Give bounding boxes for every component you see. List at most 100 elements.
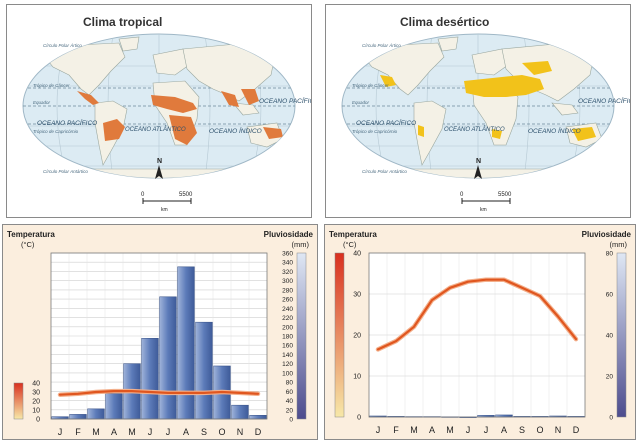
- month-tick-label: M: [128, 427, 136, 437]
- temperature-tick-label: 0: [357, 415, 361, 422]
- month-tick-label: M: [92, 427, 100, 437]
- climate-zones: [77, 89, 283, 145]
- scale-bar: 0 5500 km: [141, 192, 193, 213]
- equator-label: Equador: [352, 100, 370, 105]
- svg-text:km: km: [480, 207, 487, 213]
- climograph: 0 10 20 30 40 0 20 40 60 80 J F M A M J J A S O N D Tempera…: [329, 230, 632, 435]
- precip-bar: [195, 321, 213, 420]
- climate-chart-desert: 0 10 20 30 40 0 20 40 60 80 J F M A M J J A S O N D Tempera…: [324, 224, 636, 440]
- tropic-capricorn-label: Trópico de Capricórnio: [352, 129, 398, 134]
- precip-unit: (mm): [292, 240, 310, 249]
- precip-tick-label: 0: [609, 415, 613, 422]
- precip-ticks: 0 20 40 60 80 100 120 140 160 180 200 220 240 260 280 3…: [282, 251, 293, 424]
- ocean-label: OCEANO ÍNDICO: [209, 126, 262, 135]
- europe: [471, 48, 509, 76]
- precip-tick-label: 100: [282, 370, 293, 377]
- temperature-axis-label: Temperatura: [7, 230, 55, 239]
- precip-bar: [159, 296, 177, 420]
- temperature-tick-label: 20: [353, 333, 361, 340]
- month-tick-label: J: [376, 425, 381, 435]
- month-tick-label: A: [183, 427, 189, 437]
- antarctic-circle-label: Círculo Polar Antártico: [43, 169, 88, 174]
- ocean-label: OCEANO ATLÂNTICO: [125, 126, 186, 133]
- temperature-unit: (°C): [21, 240, 35, 249]
- precip-tick-label: 80: [286, 380, 294, 387]
- precip-tick-label: 60: [606, 292, 614, 299]
- precip-tick-label: 140: [282, 352, 293, 359]
- month-tick-label: A: [111, 427, 117, 437]
- temperature-line: [57, 388, 261, 397]
- precip-tick-label: 40: [606, 333, 614, 340]
- temperature-tick-label: 10: [32, 408, 40, 415]
- scale-bar: 0 5500 km: [460, 192, 512, 213]
- svg-text:0: 0: [141, 192, 145, 198]
- precip-tick-label: 220: [282, 315, 293, 322]
- climate-zones: [380, 61, 596, 141]
- precip-tick-label: 20: [606, 374, 614, 381]
- precip-tick-label: 40: [286, 398, 294, 405]
- precip-bar: [141, 338, 159, 420]
- precip-bar: [69, 414, 87, 420]
- precip-axis-label: Pluviosidade: [582, 230, 632, 239]
- temperature-ticks: 0 10 20 30 40: [32, 381, 40, 424]
- month-tick-label: S: [201, 427, 207, 437]
- temperature-axis-label: Temperatura: [329, 230, 377, 239]
- month-tick-label: J: [58, 427, 63, 437]
- world-map: OCEANO PACÍFICO OCEANO ATLÂNTICO OCEANO …: [341, 33, 630, 213]
- month-tick-label: M: [410, 425, 418, 435]
- tropic-cancer-label: Trópico de Câncer: [33, 83, 70, 88]
- month-tick-label: S: [519, 425, 525, 435]
- ocean-label: OCEANO PACÍFICO: [356, 118, 416, 127]
- temperature-ticks: 0 10 20 30 40: [353, 251, 361, 422]
- gridlines: [369, 252, 585, 418]
- month-tick-label: M: [446, 425, 454, 435]
- precip-axis-label: Pluviosidade: [264, 230, 314, 239]
- month-tick-label: A: [429, 425, 435, 435]
- southeast-asia: [551, 102, 579, 116]
- ocean-label: OCEANO PACÍFICO: [259, 96, 311, 105]
- month-tick-label: F: [75, 427, 81, 437]
- arctic-circle-label: Círculo Polar Ártico: [362, 42, 401, 48]
- temperature-tick-label: 30: [32, 390, 40, 397]
- temperature-tick-label: 30: [353, 292, 361, 299]
- month-tick-label: J: [466, 425, 471, 435]
- precip-tick-label: 320: [282, 269, 293, 276]
- map-panel-tropical: Clima tropical: [6, 4, 312, 218]
- precip-tick-label: 240: [282, 306, 293, 313]
- map-panel-desert: Clima desértico: [325, 4, 631, 218]
- precip-tick-label: 60: [286, 389, 294, 396]
- world-map: OCEANO PACÍFICO OCEANO ATLÂNTICO OCEANO …: [22, 33, 311, 213]
- ocean-label: OCEANO PACÍFICO: [37, 118, 97, 127]
- precip-bar: [105, 393, 123, 420]
- month-tick-label: D: [573, 425, 580, 435]
- tropic-cancer-label: Trópico de Câncer: [352, 83, 389, 88]
- precip-tick-label: 120: [282, 361, 293, 368]
- climograph: 0 10 20 30 40 0 20 40 60 80 100 120 140 160 180 200 220…: [7, 230, 314, 437]
- map-title: Clima desértico: [400, 15, 490, 29]
- month-tick-label: N: [237, 427, 244, 437]
- arctic-circle-label: Círculo Polar Ártico: [43, 42, 82, 48]
- equator-label: Equador: [33, 100, 51, 105]
- precip-bar: [249, 415, 267, 420]
- month-tick-label: A: [501, 425, 507, 435]
- svg-text:0: 0: [460, 192, 464, 198]
- south-america: [413, 100, 447, 166]
- precip-tick-label: 340: [282, 260, 293, 267]
- climate-chart-tropical: 0 10 20 30 40 0 20 40 60 80 100 120 140 160 180 200 220…: [2, 224, 318, 440]
- precip-tick-label: 360: [282, 251, 293, 258]
- precip-scale-bar: [616, 252, 627, 418]
- month-tick-label: J: [484, 425, 489, 435]
- temperature-line: [58, 390, 260, 396]
- svg-text:5500: 5500: [179, 192, 193, 198]
- precip-tick-label: 280: [282, 287, 293, 294]
- month-tick-label: J: [148, 427, 153, 437]
- precip-tick-label: 180: [282, 334, 293, 341]
- north-america: [363, 42, 445, 96]
- temperature-unit: (°C): [343, 240, 357, 249]
- month-tick-label: F: [393, 425, 399, 435]
- precip-tick-label: 20: [286, 407, 294, 414]
- svg-text:5500: 5500: [498, 192, 512, 198]
- precip-tick-label: 260: [282, 297, 293, 304]
